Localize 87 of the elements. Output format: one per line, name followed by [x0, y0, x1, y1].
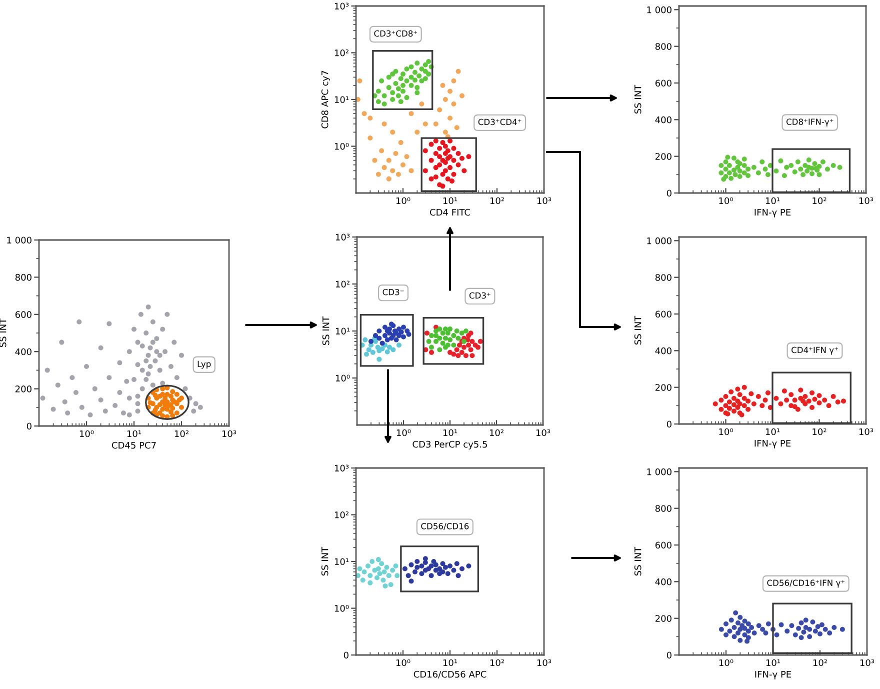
x-tick-label: 10⁰ — [719, 659, 734, 666]
x-tick-label: 10² — [490, 197, 504, 204]
annotation: CD3⁺CD4⁺ — [478, 118, 522, 126]
y-tick-label: 10³ — [334, 2, 349, 10]
annotation: CD4⁺IFN γ⁺ — [792, 346, 838, 355]
y-axis-title: CD8 APC cy7 — [321, 70, 330, 128]
y-tick-label: 600 — [15, 311, 32, 318]
x-tick-label: 10² — [812, 428, 826, 436]
x-tick-label: 10⁰ — [396, 429, 411, 436]
y-tick-label: 200 — [655, 384, 672, 391]
x-tick-label: 10⁰ — [396, 197, 410, 204]
x-tick-label: 10² — [813, 659, 827, 666]
y-tick-label: 10¹ — [336, 328, 350, 335]
y-tick-label: 600 — [655, 80, 672, 87]
y-tick-label: 10² — [334, 511, 348, 518]
y-tick-label: 800 — [655, 43, 672, 50]
x-axis-title: CD45 PC7 — [112, 442, 156, 449]
x-axis-title: CD4 FITC — [430, 208, 470, 216]
x-tick-label: 10² — [490, 429, 504, 436]
y-tick-label: 600 — [655, 542, 672, 549]
x-tick-label: 10¹ — [127, 430, 142, 438]
annotation: CD8⁺IFN-γ⁺ — [786, 118, 834, 127]
x-tick-label: 10¹ — [766, 197, 780, 204]
y-tick-label: 0 — [666, 190, 672, 197]
y-axis-title: SS INT — [634, 546, 642, 576]
x-tick-label: 10⁰ — [719, 428, 733, 436]
annotation: CD3⁻ — [382, 288, 404, 296]
y-tick-label: 400 — [655, 347, 672, 354]
y-tick-label: 10³ — [336, 234, 350, 241]
x-tick-label: 10¹ — [443, 197, 458, 204]
y-tick-label: 10³ — [334, 464, 349, 472]
y-tick-label: 0 — [666, 652, 672, 659]
y-tick-label: 800 — [655, 505, 672, 512]
annotation: Lyp — [198, 360, 211, 369]
annotation: CD3⁺CD8⁺ — [374, 30, 418, 37]
y-tick-label: 10⁰ — [334, 142, 349, 150]
y-axis-title: SS INT — [634, 84, 642, 114]
y-tick-label: 200 — [15, 386, 32, 392]
x-tick-label: 10³ — [859, 197, 874, 204]
y-tick-label: 10¹ — [334, 558, 349, 566]
y-tick-label: 1 000 — [647, 237, 672, 244]
x-axis-title: CD16/CD56 APC — [414, 670, 486, 678]
y-tick-label: 10² — [336, 280, 350, 288]
x-tick-label: 10¹ — [766, 428, 780, 436]
y-tick-label: 400 — [655, 578, 672, 586]
y-tick-label: 200 — [655, 615, 672, 622]
x-tick-label: 10⁰ — [80, 430, 94, 438]
y-tick-label: 0 — [666, 420, 672, 428]
y-tick-label: 600 — [655, 310, 672, 318]
x-axis-title: IFN-γ PE — [755, 670, 792, 680]
y-tick-label: 800 — [15, 274, 32, 281]
x-tick-label: 10¹ — [443, 429, 458, 436]
annotation: CD56/CD16⁺IFN γ⁺ — [767, 580, 845, 588]
x-tick-label: 10³ — [859, 428, 874, 436]
x-axis-title: CD3 PerCP cy5.5 — [412, 440, 487, 450]
x-tick-label: 10² — [490, 659, 504, 666]
x-tick-label: 10¹ — [766, 659, 780, 666]
y-tick-label: 400 — [15, 348, 32, 356]
y-tick-label: 1 000 — [7, 236, 32, 244]
y-axis-title: SS INT — [322, 316, 330, 346]
y-tick-label: 10⁰ — [336, 374, 350, 382]
x-tick-label: 10⁰ — [396, 659, 410, 666]
x-tick-label: 10² — [174, 430, 188, 438]
x-tick-label: 10³ — [537, 659, 552, 666]
y-tick-label: 0 — [344, 652, 348, 659]
y-axis-title: SS INT — [321, 546, 328, 576]
x-tick-label: 10² — [812, 197, 826, 204]
annotation: CD56/CD16 — [421, 523, 469, 530]
y-tick-label: 200 — [655, 153, 672, 160]
annotation: CD3⁺ — [469, 292, 490, 299]
y-tick-label: 10⁰ — [334, 604, 349, 612]
x-tick-label: 10¹ — [443, 659, 458, 666]
y-tick-label: 10¹ — [334, 96, 349, 104]
x-tick-label: 10³ — [222, 430, 236, 438]
x-tick-label: 10⁰ — [719, 197, 733, 204]
x-tick-label: 10³ — [860, 659, 874, 666]
x-axis-title: IFN-γ PE — [754, 440, 791, 448]
y-tick-label: 1 000 — [647, 468, 672, 476]
y-tick-label: 0 — [26, 422, 32, 430]
x-tick-label: 10³ — [537, 197, 552, 204]
y-tick-label: 800 — [655, 274, 672, 281]
y-tick-label: 10² — [334, 49, 348, 56]
y-axis-title: SS INT — [634, 316, 642, 345]
y-tick-label: 1 000 — [647, 6, 672, 14]
x-axis-title: IFN-γ PE — [754, 208, 791, 218]
x-tick-label: 10³ — [536, 429, 550, 436]
y-tick-label: 400 — [655, 116, 672, 124]
